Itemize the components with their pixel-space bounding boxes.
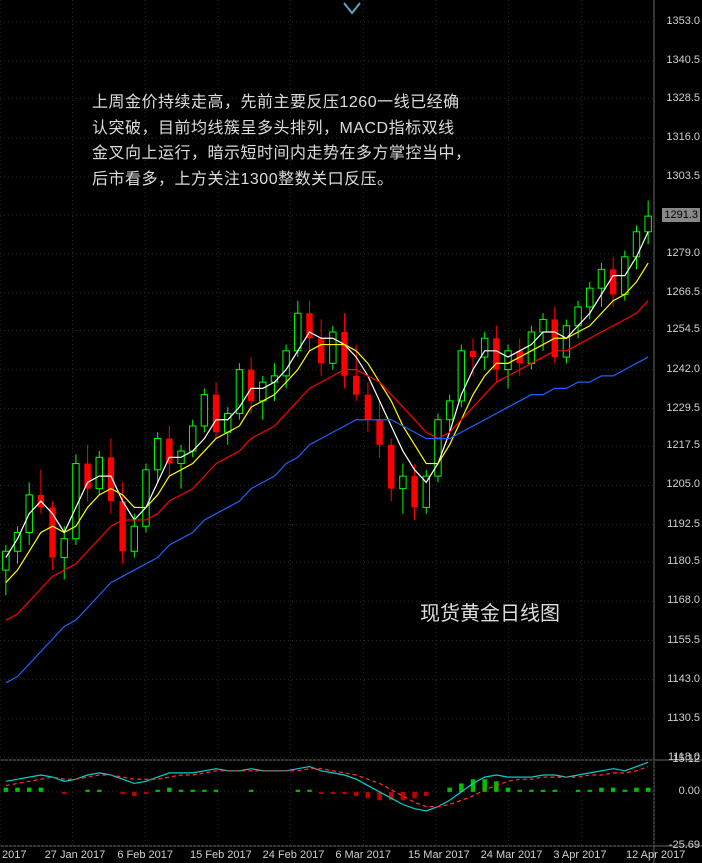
y-tick-label: 1353.0 <box>666 15 700 27</box>
x-tick-label: 3 Jan 2017 <box>0 849 26 861</box>
chart-title: 现货黄金日线图 <box>420 597 560 626</box>
x-tick-label: 24 Mar 2017 <box>481 849 543 861</box>
x-tick-label: 15 Feb 2017 <box>190 849 252 861</box>
y-tick-label: 1291.3 <box>662 208 700 222</box>
annotation-line: 上周金价持续走高，先前主要反压1260一线已经确 <box>92 90 472 116</box>
y-tick-label: 1180.5 <box>667 555 700 567</box>
chart-container: 上周金价持续走高，先前主要反压1260一线已经确认突破，目前均线簇呈多头排列，M… <box>0 0 702 863</box>
y-tick-label: 1205.0 <box>666 478 700 490</box>
y-tick-label: 1340.5 <box>666 54 700 66</box>
x-tick-label: 27 Jan 2017 <box>45 849 106 861</box>
y-tick-label: 1130.5 <box>667 712 700 724</box>
y-tick-label: 1303.5 <box>666 170 700 182</box>
analysis-annotation: 上周金价持续走高，先前主要反压1260一线已经确认突破，目前均线簇呈多头排列，M… <box>92 90 472 192</box>
y-tick-label: 1217.5 <box>666 439 700 451</box>
y-tick-label: 1168.0 <box>667 594 700 606</box>
x-tick-label: 6 Mar 2017 <box>335 849 391 861</box>
y-tick-label: 1254.5 <box>666 323 700 335</box>
y-tick-label: 1229.5 <box>666 402 700 414</box>
y-tick-label: 1279.0 <box>666 247 700 259</box>
y-tick-label: 1155.5 <box>667 634 700 646</box>
annotation-line: 金叉向上运行，暗示短时间内走势在多方掌控当中， <box>92 141 472 167</box>
y-tick-label: 1242.0 <box>666 363 700 375</box>
x-tick-label: 24 Feb 2017 <box>263 849 325 861</box>
y-tick-label: 1266.5 <box>666 286 700 298</box>
x-tick-label: 6 Feb 2017 <box>117 849 173 861</box>
x-tick-label: 15 Mar 2017 <box>408 849 470 861</box>
macd-tick-label: 15.12 <box>672 753 700 765</box>
macd-tick-label: -25.69 <box>669 839 700 851</box>
annotation-line: 后市看多，上方关注1300整数关口反压。 <box>92 167 472 193</box>
macd-tick-label: 0.00 <box>679 785 700 797</box>
y-tick-label: 1328.5 <box>666 92 700 104</box>
y-tick-label: 1192.5 <box>667 518 700 530</box>
x-tick-label: 3 Apr 2017 <box>553 849 606 861</box>
y-tick-label: 1316.0 <box>666 131 700 143</box>
annotation-line: 认突破，目前均线簇呈多头排列，MACD指标双线 <box>92 116 472 142</box>
y-tick-label: 1143.0 <box>667 673 700 685</box>
